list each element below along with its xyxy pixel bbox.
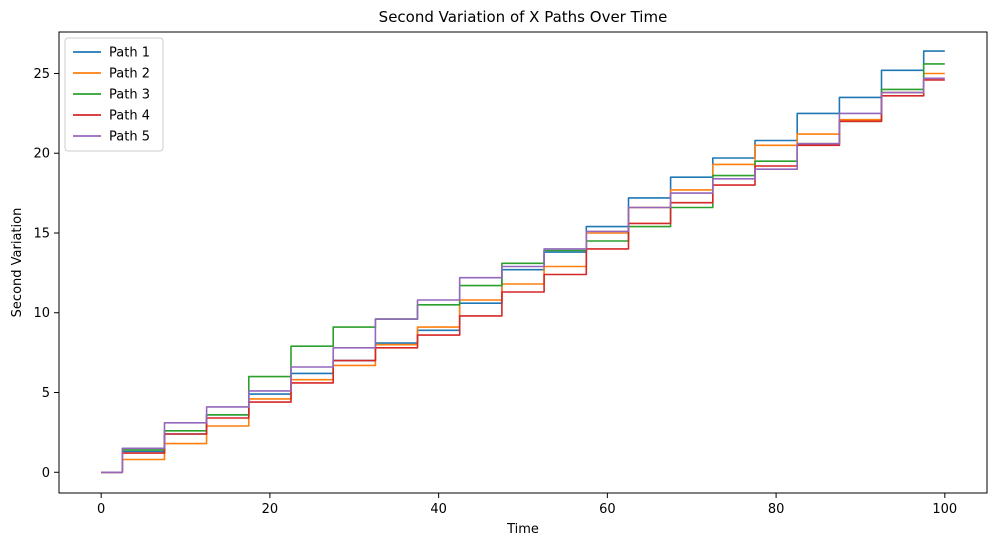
x-tick-label: 80	[768, 502, 785, 517]
y-tick-label: 20	[33, 147, 50, 162]
y-axis-label: Second Variation	[10, 208, 25, 318]
legend-label: Path 1	[109, 46, 150, 61]
x-tick-label: 20	[262, 502, 279, 517]
x-axis-label: Time	[506, 522, 539, 537]
x-tick-label: 60	[599, 502, 616, 517]
x-tick-label: 100	[932, 502, 957, 517]
y-tick-label: 0	[42, 466, 50, 481]
series-line-path-4	[101, 79, 945, 474]
x-tick-label: 40	[430, 502, 447, 517]
axes-layer: 0 20 40 60 80 100 0 5 10 15 20 25	[33, 31, 988, 517]
plot-frame	[58, 31, 988, 494]
series-line-path-2	[101, 72, 945, 474]
series-line-path-1	[101, 50, 945, 474]
legend: Path 1 Path 2 Path 3 Path 4 Path 5	[64, 37, 164, 152]
legend-box	[64, 37, 164, 152]
y-tick-label: 5	[42, 386, 50, 401]
series-line-path-5	[101, 77, 945, 474]
legend-label: Path 3	[109, 88, 150, 103]
series-line-path-3	[101, 63, 945, 474]
legend-label: Path 2	[109, 67, 150, 82]
x-tick-label: 0	[97, 502, 105, 517]
legend-label: Path 4	[109, 109, 150, 124]
y-tick-label: 10	[33, 306, 50, 321]
y-tick-label: 15	[33, 226, 50, 241]
legend-label: Path 5	[109, 130, 150, 145]
y-tick-label: 25	[33, 67, 50, 82]
series-layer	[101, 50, 945, 474]
chart-title: Second Variation of X Paths Over Time	[379, 8, 668, 26]
